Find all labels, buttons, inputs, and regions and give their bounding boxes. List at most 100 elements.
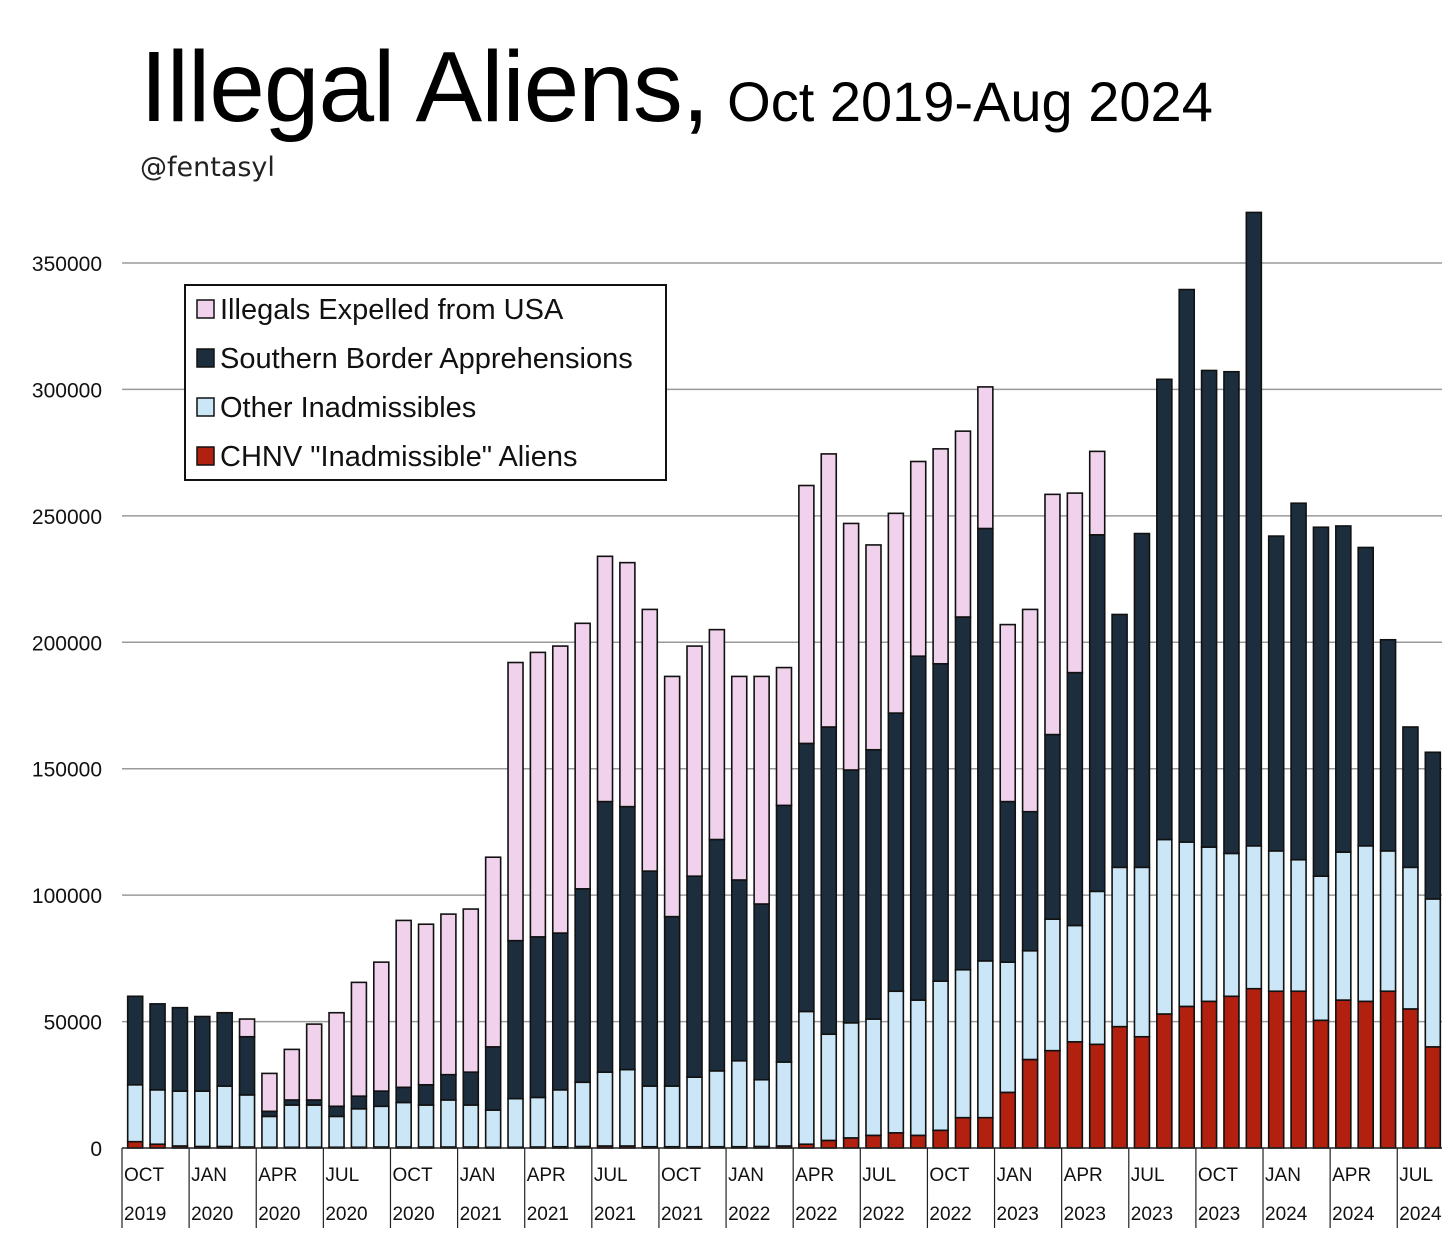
x-tick-month: JUL xyxy=(1131,1165,1165,1186)
x-tick-year: 2020 xyxy=(325,1204,367,1225)
bar-segment xyxy=(977,527,994,962)
bar-segment xyxy=(574,1081,591,1148)
bar-segment xyxy=(1021,1058,1039,1149)
bar-segment xyxy=(1424,1046,1442,1149)
bar-segment xyxy=(1223,370,1240,855)
bar-segment xyxy=(1402,1008,1419,1149)
x-tick-month: JAN xyxy=(460,1165,496,1186)
bar-segment xyxy=(663,915,681,1087)
bar-segment xyxy=(887,1132,905,1149)
bar-segment xyxy=(350,1108,368,1149)
legend-box xyxy=(184,284,667,481)
bar-segment xyxy=(1111,1025,1128,1149)
x-tick-month: JAN xyxy=(997,1165,1033,1186)
bar-segment xyxy=(1245,845,1263,990)
bar-segment xyxy=(775,1061,793,1147)
bar-segment xyxy=(440,1099,457,1148)
bar-segment xyxy=(1245,211,1263,847)
bar-segment xyxy=(1088,1043,1106,1149)
bar-segment xyxy=(484,856,502,1048)
bar-segment xyxy=(171,1006,189,1092)
x-tick-year: 2023 xyxy=(1131,1204,1173,1225)
bar-segment xyxy=(395,919,412,1089)
x-tick-month: APR xyxy=(1332,1165,1371,1186)
bar-segment xyxy=(1066,924,1084,1043)
bar-segment xyxy=(1133,1035,1151,1149)
chart-title: Illegal Aliens, xyxy=(140,31,710,143)
bar-segment xyxy=(753,1078,770,1148)
x-axis xyxy=(121,1147,1442,1228)
bar-segment xyxy=(1357,845,1374,1003)
bar-segment xyxy=(507,661,524,942)
bar-segment xyxy=(149,1003,166,1091)
x-tick-year: 2020 xyxy=(392,1204,434,1225)
bar-segment xyxy=(574,622,591,890)
bar-segment xyxy=(1424,898,1442,1048)
x-tick-month: APR xyxy=(795,1165,834,1186)
bar-segment xyxy=(775,666,793,807)
bar-segment xyxy=(1200,369,1218,848)
bar-segment xyxy=(1357,1000,1374,1149)
bar-segment xyxy=(663,1085,681,1148)
bar-segment xyxy=(1312,875,1330,1022)
chart-subtitle: Oct 2019-Aug 2024 xyxy=(727,70,1213,133)
bar-segment xyxy=(798,484,815,745)
bar-segment xyxy=(730,1059,748,1148)
bar-segment xyxy=(507,939,524,1100)
y-tick-label: 0 xyxy=(90,1138,102,1161)
legend-label: CHNV "Inadmissible" Aliens xyxy=(220,441,577,473)
y-tick-label: 350000 xyxy=(32,253,102,276)
bar-segment xyxy=(507,1097,524,1149)
bar-segment xyxy=(417,1104,435,1148)
bar-segment xyxy=(1044,493,1061,736)
y-tick-label: 150000 xyxy=(32,759,102,782)
bar-segment xyxy=(708,838,726,1072)
bar-segment xyxy=(1290,502,1307,861)
bar-segment xyxy=(954,1116,972,1149)
x-tick-month: JUL xyxy=(862,1165,896,1186)
legend-swatch xyxy=(196,446,215,466)
bar-segment xyxy=(238,1094,256,1148)
bar-segment xyxy=(1379,850,1397,993)
bar-segment xyxy=(977,1116,994,1149)
bar-segment xyxy=(798,1010,815,1146)
bar-segment xyxy=(977,960,994,1119)
y-tick-label: 250000 xyxy=(32,506,102,529)
bar-segment xyxy=(574,888,591,1084)
x-tick-year: 2023 xyxy=(1198,1204,1240,1225)
bar-segment xyxy=(261,1072,278,1113)
x-tick-month: JAN xyxy=(728,1165,764,1186)
x-tick-month: OCT xyxy=(929,1165,970,1186)
bar-segment xyxy=(149,1089,166,1146)
bar-segment xyxy=(305,1023,323,1101)
bar-segment xyxy=(372,961,390,1092)
x-tick-month: OCT xyxy=(1198,1165,1239,1186)
bar-segment xyxy=(1156,838,1173,1015)
bar-segment xyxy=(999,623,1017,803)
bar-segment xyxy=(865,748,882,1020)
bar-segment xyxy=(753,675,770,905)
bar-segment xyxy=(1424,751,1442,900)
bar-segment xyxy=(1133,866,1151,1038)
bar-segment xyxy=(1379,990,1397,1149)
bar-segment xyxy=(1021,608,1039,813)
bar-segment xyxy=(619,1068,636,1147)
bar-segment xyxy=(238,1035,256,1096)
bar-segment xyxy=(596,800,614,1073)
bar-segment xyxy=(954,616,972,971)
x-tick-year: 2020 xyxy=(258,1204,300,1225)
legend-label: Illegals Expelled from USA xyxy=(220,294,564,326)
bar-segment xyxy=(820,1033,838,1142)
bar-segment xyxy=(1178,288,1196,843)
bar-segment xyxy=(909,460,927,657)
x-axis-tick-labels: OCT 2019 JAN 2020 APR 2020 JUL 2020 OCT 2020 JAN 20… xyxy=(124,1165,1442,1225)
bar-segment xyxy=(1335,525,1352,853)
bar-segment xyxy=(887,512,905,714)
x-tick-month: APR xyxy=(1064,1165,1103,1186)
bar-segment xyxy=(798,742,815,1013)
bar-segment xyxy=(1223,995,1240,1149)
y-tick-label: 300000 xyxy=(32,379,102,402)
x-tick-year: 2021 xyxy=(460,1204,502,1225)
bar-segment xyxy=(596,555,614,803)
